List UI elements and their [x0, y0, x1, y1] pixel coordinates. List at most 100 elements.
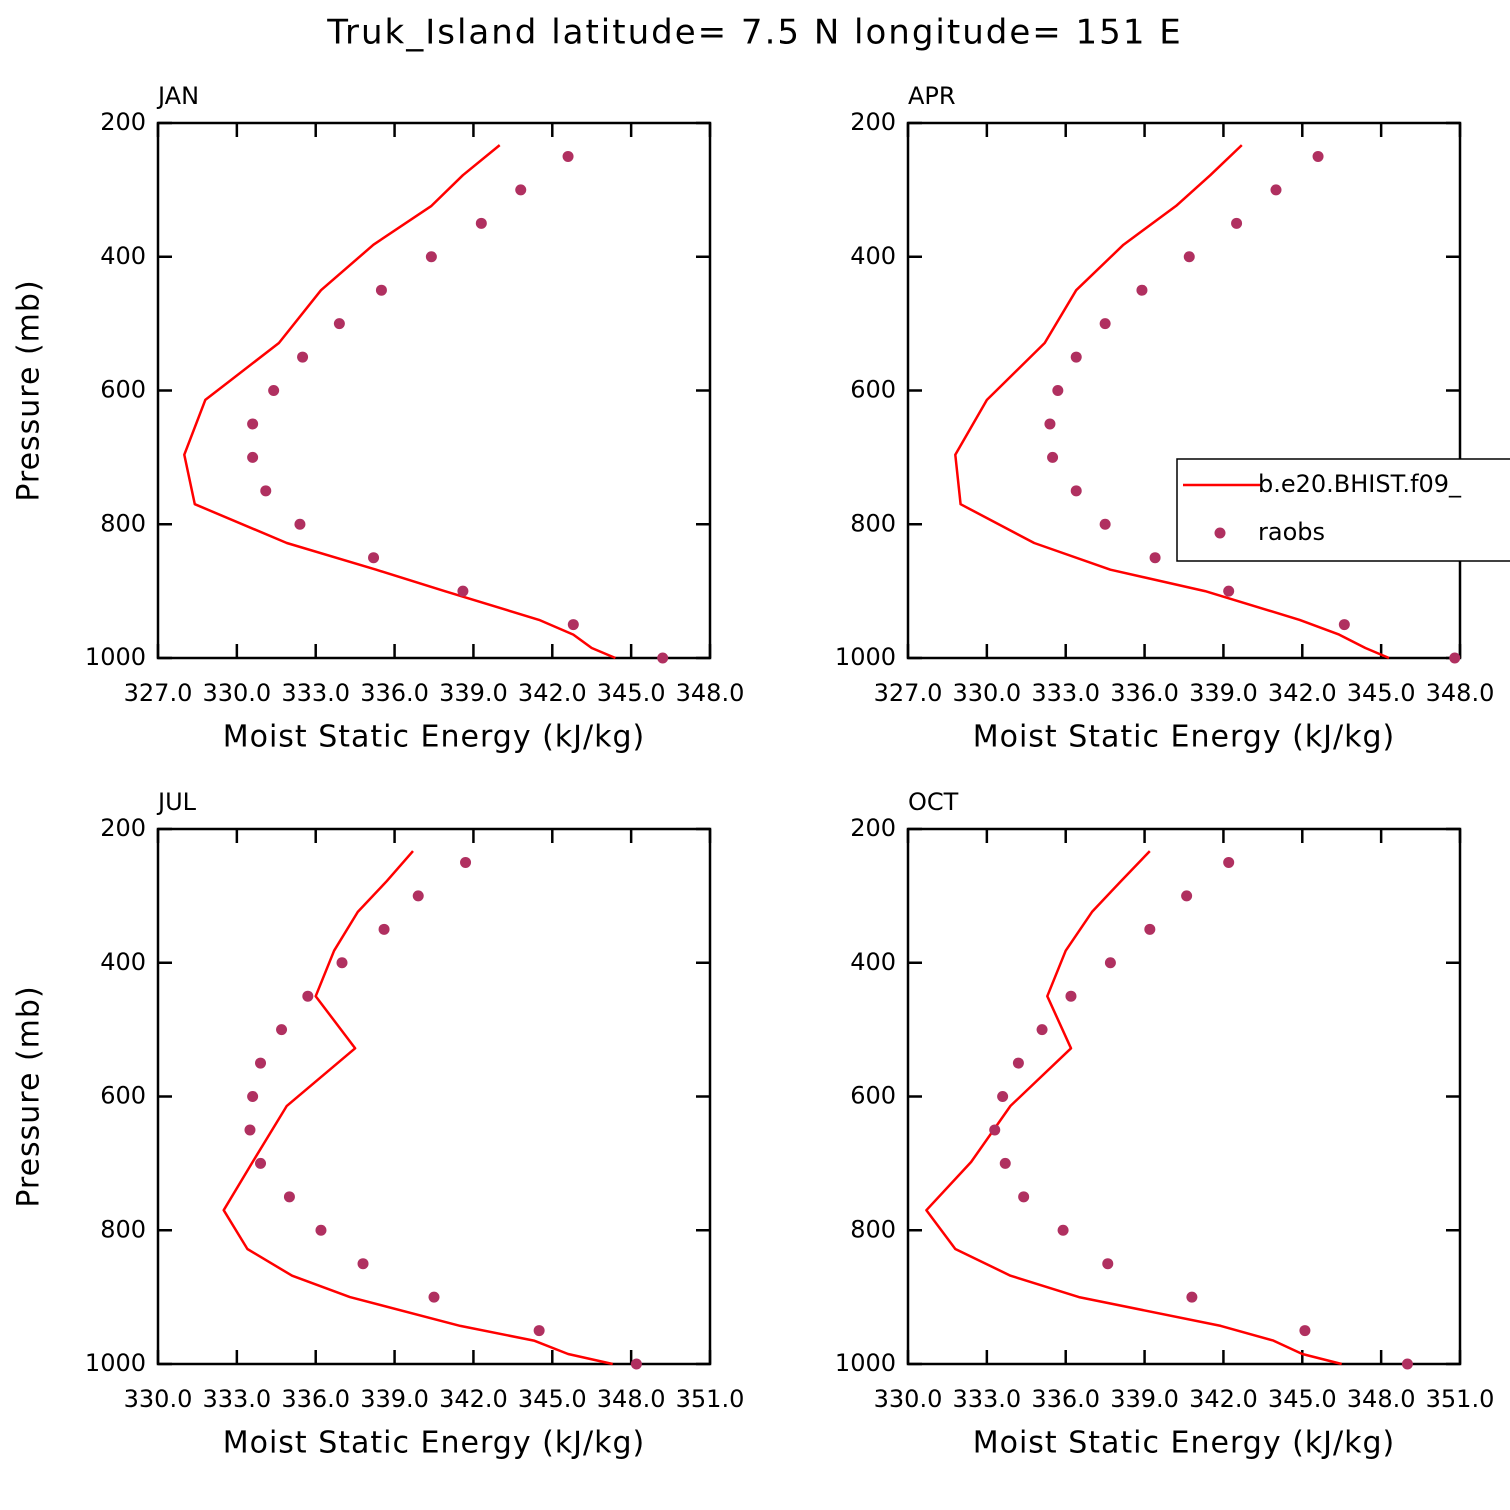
obs-point	[1312, 150, 1324, 162]
x-tick-label: 333.0	[202, 1385, 271, 1413]
obs-point	[268, 385, 280, 396]
obs-point	[1183, 251, 1195, 263]
x-tick-label: 330.0	[952, 679, 1021, 707]
y-tick-label: 1000	[85, 643, 146, 671]
y-tick-label: 1000	[835, 643, 896, 671]
panel: JAN 200 400 600 800 1000 327.0 330.0 333.0 336.0 3…	[12, 82, 745, 755]
obs-point	[1099, 518, 1111, 530]
obs-point	[1181, 890, 1193, 902]
obs-point	[1104, 957, 1116, 969]
obs-point	[1338, 619, 1350, 631]
x-tick-label: 330.0	[874, 1385, 943, 1413]
y-tick-label: 400	[100, 948, 146, 976]
figure-title: Truk_Island latitude= 7.5 N longitude= 1…	[326, 13, 1183, 53]
y-axis-label: Pressure (mb)	[12, 985, 47, 1207]
x-tick-label: 339.0	[439, 679, 508, 707]
y-tick-label: 200	[850, 108, 896, 136]
y-tick-label: 600	[100, 376, 146, 404]
x-tick-label: 327.0	[124, 679, 193, 707]
obs-point	[515, 184, 527, 196]
obs-point	[1052, 385, 1064, 396]
obs-point	[1231, 217, 1243, 229]
x-tick-label: 348.0	[1426, 679, 1495, 707]
y-tick-label: 400	[850, 948, 896, 976]
panel: APR 200 400 600 800 1000 327.0 330.0 333.0 336.0 3…	[835, 82, 1510, 755]
obs-point	[1012, 1057, 1024, 1069]
y-tick-label: 1000	[835, 1349, 896, 1377]
obs-point	[302, 990, 314, 1002]
obs-point	[1299, 1325, 1311, 1337]
legend-box	[1176, 458, 1510, 562]
x-tick-label: 336.0	[1110, 679, 1179, 707]
y-tick-label: 200	[100, 108, 146, 136]
obs-point	[260, 485, 272, 497]
x-tick-label: 339.0	[1110, 1385, 1179, 1413]
legend-label: raobs	[1258, 518, 1325, 546]
obs-point	[276, 1024, 288, 1036]
obs-point	[1223, 856, 1235, 868]
x-tick-label: 345.0	[518, 1385, 587, 1413]
obs-point	[562, 150, 574, 162]
obs-point	[457, 585, 469, 597]
y-tick-label: 800	[100, 1215, 146, 1243]
y-tick-label: 800	[850, 1215, 896, 1243]
panel-title: JUL	[156, 788, 197, 816]
obs-point	[460, 856, 472, 868]
x-axis-label: Moist Static Energy (kJ/kg)	[973, 1426, 1396, 1461]
model-line	[183, 144, 616, 660]
obs-point	[255, 1057, 267, 1069]
obs-point	[375, 284, 387, 296]
y-tick-label: 200	[850, 814, 896, 842]
obs-point	[657, 652, 669, 664]
obs-point	[255, 1157, 267, 1169]
y-tick-label: 600	[100, 1082, 146, 1110]
obs-point	[294, 518, 306, 530]
obs-point	[997, 1091, 1009, 1102]
obs-point	[1070, 351, 1082, 363]
obs-point	[1401, 1358, 1413, 1370]
obs-point	[989, 1124, 1001, 1136]
x-tick-label: 345.0	[1347, 679, 1416, 707]
obs-point	[247, 418, 259, 430]
x-tick-label: 336.0	[281, 1385, 350, 1413]
obs-point	[630, 1358, 642, 1370]
y-tick-label: 400	[850, 242, 896, 270]
obs-point	[1223, 585, 1235, 597]
obs-point	[567, 619, 579, 631]
obs-point	[1149, 552, 1161, 564]
x-tick-label: 348.0	[1347, 1385, 1416, 1413]
obs-point	[412, 890, 424, 902]
obs-point	[333, 318, 345, 330]
x-tick-label: 333.0	[281, 679, 350, 707]
legend-label: b.e20.BHIST.f09_	[1258, 470, 1462, 498]
obs-point	[378, 923, 390, 935]
obs-point	[1136, 284, 1148, 296]
y-tick-label: 600	[850, 1082, 896, 1110]
obs-point	[1044, 418, 1056, 430]
x-tick-label: 345.0	[1268, 1385, 1337, 1413]
y-tick-label: 800	[850, 509, 896, 537]
obs-point	[1065, 990, 1077, 1002]
obs-point	[283, 1191, 295, 1203]
x-tick-label: 342.0	[1189, 1385, 1258, 1413]
obs-point	[368, 552, 380, 564]
panel-title: JAN	[156, 82, 199, 110]
obs-point	[533, 1325, 545, 1337]
x-tick-label: 333.0	[952, 1385, 1021, 1413]
obs-point	[428, 1291, 440, 1303]
obs-point	[1144, 923, 1156, 935]
obs-point	[315, 1224, 327, 1236]
y-tick-label: 400	[100, 242, 146, 270]
obs-point	[247, 1091, 259, 1102]
obs-point	[357, 1258, 369, 1270]
x-tick-label: 336.0	[360, 679, 429, 707]
x-tick-label: 345.0	[597, 679, 666, 707]
x-axis-label: Moist Static Energy (kJ/kg)	[973, 720, 1396, 755]
obs-point	[1186, 1291, 1198, 1303]
legend-marker	[1214, 527, 1226, 539]
model-line	[954, 144, 1390, 660]
x-axis-label: Moist Static Energy (kJ/kg)	[223, 1426, 646, 1461]
x-tick-label: 330.0	[202, 679, 271, 707]
